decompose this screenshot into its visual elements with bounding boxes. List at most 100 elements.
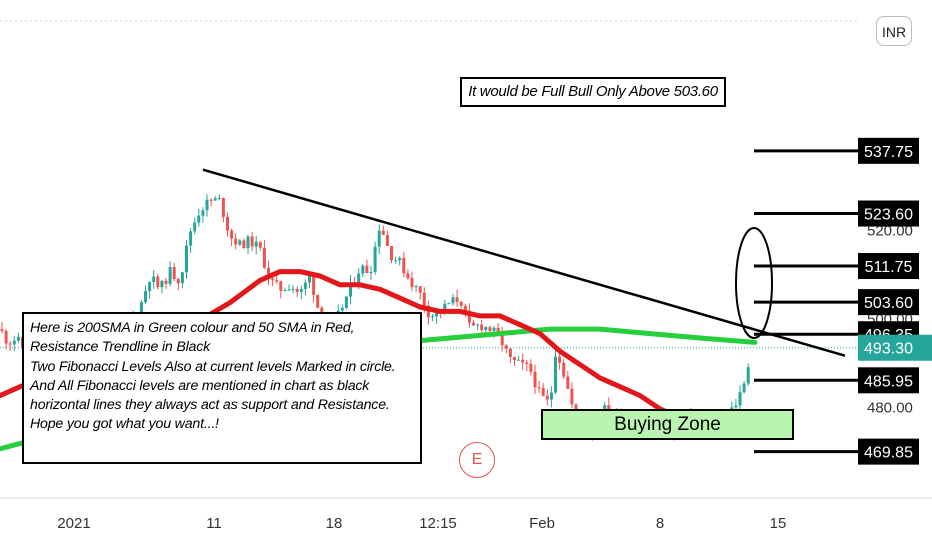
candle-body: [312, 275, 316, 295]
candle-body: [197, 215, 201, 223]
current-level-circle: [735, 227, 773, 339]
current-price-tag: [858, 334, 932, 361]
candle-body: [455, 297, 459, 302]
candle-body: [275, 280, 279, 282]
candle-body: [8, 343, 12, 345]
candle-body: [172, 267, 176, 280]
candle-body: [168, 267, 172, 284]
candle-body: [525, 362, 529, 364]
candle-body: [267, 267, 270, 279]
fib-level-label-bg: [858, 200, 919, 227]
note-line: Here is 200SMA in Green colour and 50 SM…: [30, 320, 355, 336]
currency-button[interactable]: INR: [876, 16, 912, 46]
fib-level-label-bg: [858, 367, 919, 394]
buying-zone: Buying Zone: [541, 409, 794, 440]
candle-body: [390, 246, 393, 261]
fib-level-label: 469.85: [864, 445, 913, 462]
candle-body: [234, 238, 238, 245]
candle-body: [504, 345, 508, 349]
candle-body: [533, 371, 537, 388]
candle-body: [295, 289, 299, 292]
candle-body: [418, 286, 422, 293]
x-tick-label: 2021: [57, 515, 90, 532]
candle-body: [156, 276, 160, 288]
candle-body: [472, 322, 475, 326]
candle-body: [238, 240, 242, 245]
candle-body: [308, 275, 311, 283]
x-tick-label: 15: [770, 515, 787, 532]
candle-body: [361, 265, 365, 274]
candle-body: [381, 230, 385, 235]
fib-level-label: 485.95: [864, 373, 913, 390]
note-line: horizontal lines they always act as supp…: [30, 397, 390, 414]
candle-body: [144, 291, 147, 303]
candle-body: [517, 359, 521, 361]
fib-level-label-bg: [858, 438, 919, 465]
candle-body: [291, 289, 295, 291]
candle-body: [160, 280, 164, 288]
candle-body: [316, 294, 320, 308]
candle-body: [340, 307, 344, 311]
candle-body: [258, 241, 262, 248]
candle-body: [521, 359, 525, 363]
candle-body: [369, 271, 373, 274]
candle-body: [357, 273, 361, 284]
note-line: Two Fibonacci Levels Also at current lev…: [30, 358, 396, 375]
candle-body: [570, 388, 574, 405]
candle-body: [242, 240, 246, 249]
candle-body: [488, 327, 492, 331]
candle-body: [558, 356, 562, 363]
candle-body: [742, 383, 746, 393]
candle-body: [443, 303, 447, 313]
candle-body: [139, 302, 143, 316]
candle-body: [459, 301, 463, 306]
candle-body: [287, 289, 291, 291]
y-tick-label: 480.00: [867, 400, 913, 417]
candle-body: [279, 281, 283, 291]
bull-note: It would be Full Bull Only Above 503.60: [460, 77, 726, 107]
candle-body: [16, 336, 20, 341]
candle-body: [221, 197, 225, 217]
candle-body: [562, 362, 566, 377]
candle-body: [451, 297, 455, 304]
candle-body: [447, 303, 451, 305]
fib-level-label: 537.75: [864, 144, 913, 161]
candle-body: [201, 210, 205, 216]
candle-body: [213, 198, 217, 201]
candle-body: [205, 199, 209, 211]
candle-body: [467, 310, 471, 323]
candle-body: [230, 230, 234, 239]
candle-body: [398, 257, 402, 261]
fib-level-label: 511.75: [865, 259, 913, 276]
candle-body: [226, 216, 229, 231]
candle-body: [496, 327, 500, 334]
x-tick-label: 11: [206, 515, 222, 532]
candle-body: [385, 234, 389, 247]
candle-body: [545, 395, 549, 400]
candle-body: [0, 329, 4, 331]
exchange-logo-icon: E: [459, 442, 495, 478]
candle-body: [508, 348, 512, 357]
candle-body: [537, 387, 541, 389]
candle-body: [377, 230, 381, 247]
current-price-label: 493.30: [864, 341, 913, 358]
candle-body: [480, 324, 484, 330]
candle-body: [513, 356, 516, 360]
candle-body: [303, 282, 307, 290]
candle-body: [422, 292, 426, 306]
candle-body: [431, 316, 434, 318]
note-line: Resistance Trendline in Black: [30, 339, 211, 356]
candle-body: [529, 363, 533, 372]
candle-body: [217, 197, 221, 199]
candle-body: [746, 367, 750, 384]
resistance-trendline: [202, 168, 846, 357]
candle-body: [12, 340, 16, 345]
candle-body: [500, 333, 504, 346]
candle-body: [246, 236, 250, 249]
candle-body: [410, 277, 414, 288]
fib-level-label-bg: [858, 289, 919, 316]
description-note: Here is 200SMA in Green colour and 50 SM…: [22, 312, 422, 464]
fib-level-label: 503.60: [864, 295, 913, 312]
candle-body: [344, 296, 348, 308]
